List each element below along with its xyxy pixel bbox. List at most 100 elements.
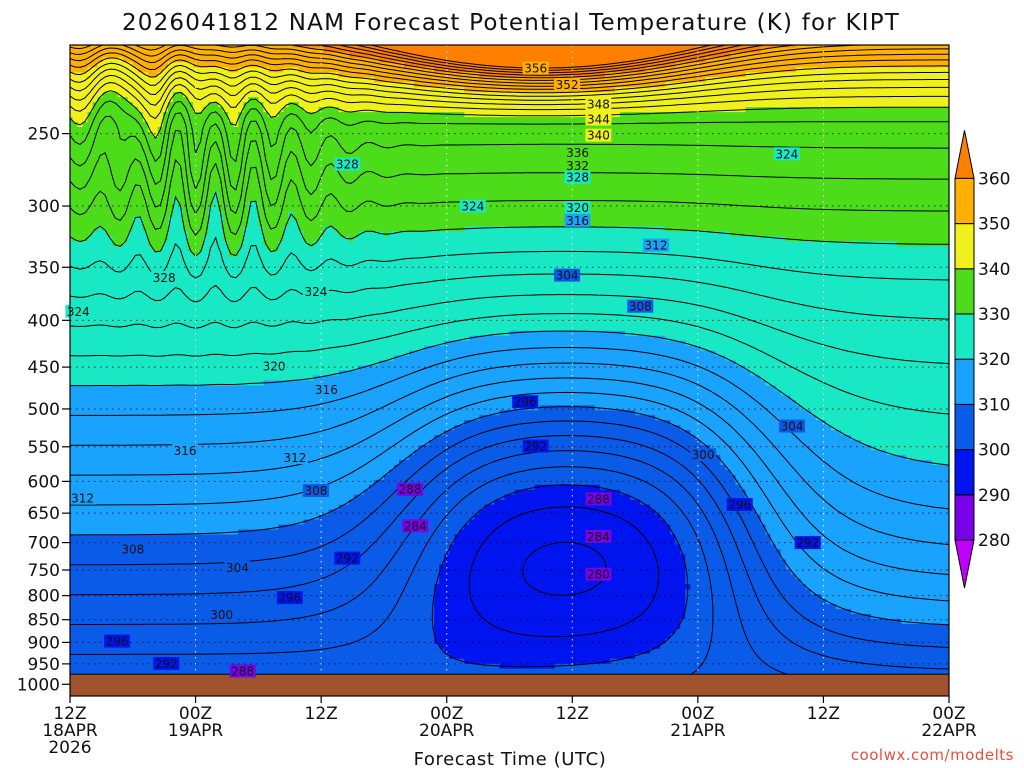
contour-line-330 (70, 191, 949, 257)
contour-fill-cell (152, 246, 164, 252)
contour-fill-cell (70, 534, 455, 541)
contour-fill-cell (70, 395, 792, 401)
contour-fill-cell (97, 226, 104, 232)
y-tick-label: 350 (28, 258, 60, 278)
contour-fill-cell (218, 201, 249, 208)
contour-fill-cell (323, 231, 340, 237)
contour-fill-cell (70, 420, 465, 426)
contour-fill-cell (454, 534, 676, 541)
contour-fill-cell (263, 226, 285, 232)
plot-frame (69, 44, 950, 697)
contour-fill-cell (70, 618, 435, 625)
contour-fill-cell (263, 231, 285, 237)
contour-fill-cell (288, 216, 295, 223)
contour-fill-cell (72, 236, 89, 242)
contour-fill-cell (117, 92, 174, 98)
contour-fill-cell (243, 102, 264, 108)
contour-fill-cell (439, 564, 686, 570)
contour-fill-cell (750, 370, 949, 377)
contour-fill-cell (825, 420, 949, 426)
contour-fill-cell (112, 236, 129, 242)
contour-fill-cell (70, 524, 280, 531)
credit-text: coolwx.com/modelts (851, 746, 1014, 764)
contour-label: 312 (71, 492, 94, 506)
contour-fill-cell (735, 360, 949, 367)
contour-fill-cell (800, 405, 949, 411)
contour-fill-cell (70, 504, 340, 511)
contour-fill-cell (203, 107, 224, 113)
contour-fill-cell (70, 360, 380, 367)
contour-fill-cell (293, 211, 949, 218)
colorbar-top-arrow (954, 130, 975, 179)
contour-line-328 (70, 236, 949, 281)
contour-fill-cell (70, 499, 350, 506)
contour-fill-cell (630, 494, 747, 501)
colorbar-label: 310 (978, 395, 1010, 415)
contour-fill-cell (152, 131, 159, 138)
contour-fill-cell (675, 539, 772, 546)
y-tick-label: 250 (28, 125, 60, 145)
contour-label: 328 (336, 158, 359, 172)
contour-fill-cell (685, 564, 787, 570)
contour-fill-cell (228, 117, 239, 123)
contour-fill-cell (167, 236, 189, 242)
contour-fill-cell (167, 102, 194, 108)
contour-lines (70, 45, 949, 696)
contour-fill-cell (70, 459, 400, 466)
contour-fill-cell (685, 569, 792, 575)
contour-fill-cell (142, 117, 164, 123)
contour-label: 328 (566, 171, 589, 185)
contour-fill-cell (835, 604, 949, 610)
contour-fill-cell (70, 82, 415, 88)
contour-fill-cell (147, 241, 164, 247)
y-tick-label: 650 (28, 504, 60, 524)
contour-fill-cell (70, 97, 99, 103)
contour-fill-cell (70, 127, 149, 133)
x-tick-date: 20APR (419, 721, 475, 741)
contour-fill-cell (680, 623, 949, 630)
y-tick-label: 800 (28, 587, 60, 607)
contour-fill-cell (70, 370, 340, 377)
contour-fill-cell (70, 415, 480, 421)
contour-fill-cell (70, 211, 174, 218)
contour-fill-cell (670, 420, 827, 426)
contour-fill-cell (449, 544, 681, 550)
contour-fill-cell (70, 345, 425, 352)
colorbar-label: 330 (978, 305, 1010, 325)
contour-fill-cell (70, 509, 330, 516)
contour-label-bg (564, 200, 591, 214)
contour-fill-cell (127, 231, 149, 237)
colorbar-segment (954, 449, 975, 496)
contour-fill-cell (464, 524, 671, 531)
contour-fill-cell (795, 45, 949, 49)
contour-fill-cell (474, 514, 661, 521)
contour-fill-cell (162, 112, 229, 118)
contour-fill-cell (193, 102, 209, 108)
contour-label-bg (229, 664, 256, 678)
contour-fill-cell (439, 579, 686, 585)
contour-fill-cell (278, 524, 465, 531)
contour-fill-cell (313, 375, 762, 382)
contour-fill-cell (283, 226, 300, 232)
contour-fill-cell (439, 643, 661, 650)
contour-label-bg (564, 213, 591, 227)
contour-fill-cell (851, 609, 949, 615)
contour-fill-cell (750, 504, 949, 511)
contour-fill-cell (444, 554, 686, 560)
contour-fill-cell (70, 623, 435, 630)
contour-fill-cell (750, 499, 949, 506)
contour-fill-cell (70, 529, 239, 536)
contour-fill-cell (650, 504, 752, 511)
contour-fill-cell (70, 579, 440, 585)
contour-fill-cell (157, 72, 340, 78)
contour-label: 340 (587, 129, 610, 143)
contour-fill-cell (770, 534, 949, 541)
x-tick-date: 19APR (168, 721, 224, 741)
contour-fill-cell (323, 47, 762, 54)
ground-surface (69, 673, 950, 697)
contour-fill-cell (223, 107, 244, 113)
contour-label: 300 (210, 608, 233, 622)
contour-fill-cell (70, 350, 410, 357)
contour-label: 344 (587, 113, 610, 127)
contour-fill-cell (353, 236, 787, 242)
